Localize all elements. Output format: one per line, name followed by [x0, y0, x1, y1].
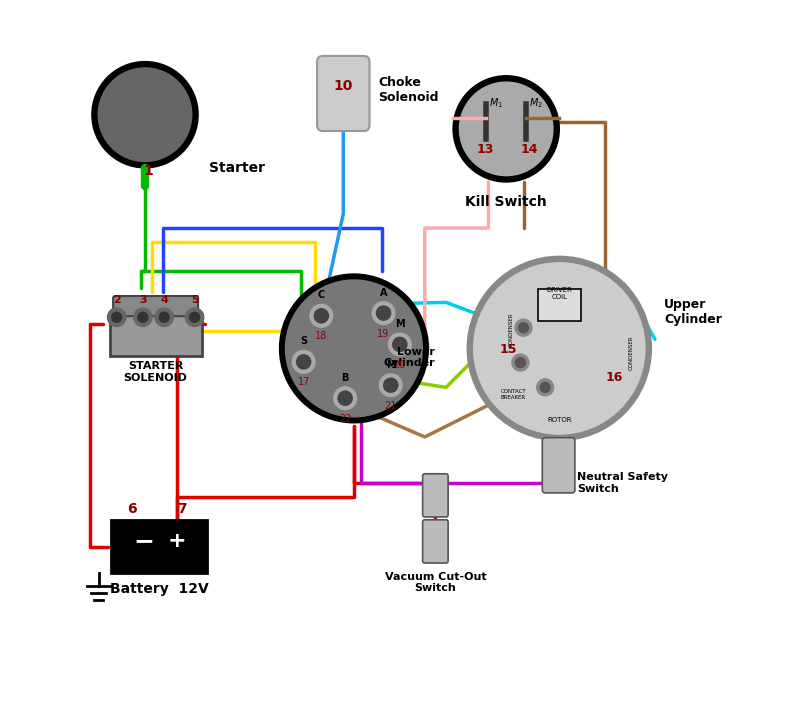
- Text: Vacuum Cut-Out
Switch: Vacuum Cut-Out Switch: [385, 572, 486, 593]
- FancyBboxPatch shape: [113, 296, 198, 316]
- Text: 10: 10: [333, 80, 353, 93]
- Circle shape: [377, 306, 391, 320]
- Circle shape: [467, 257, 651, 441]
- Circle shape: [296, 355, 311, 369]
- Text: CONDENSER: CONDENSER: [629, 336, 633, 370]
- Circle shape: [310, 304, 332, 327]
- Text: 20: 20: [394, 360, 406, 370]
- Text: $M_2$: $M_2$: [529, 96, 543, 109]
- Text: $M_1$: $M_1$: [489, 96, 504, 109]
- Circle shape: [393, 337, 407, 351]
- Circle shape: [190, 312, 199, 322]
- Text: 6: 6: [128, 502, 137, 516]
- Text: Choke
Solenoid: Choke Solenoid: [378, 76, 438, 104]
- Circle shape: [459, 82, 553, 176]
- Text: Kill Switch: Kill Switch: [466, 195, 547, 209]
- Circle shape: [138, 312, 148, 322]
- Text: 15: 15: [500, 343, 517, 356]
- Circle shape: [518, 323, 529, 333]
- Text: 4: 4: [160, 295, 168, 305]
- Text: 14: 14: [521, 143, 538, 156]
- Circle shape: [383, 378, 398, 392]
- Circle shape: [186, 308, 204, 326]
- Text: CONDENSER: CONDENSER: [509, 313, 514, 347]
- FancyBboxPatch shape: [111, 520, 207, 573]
- Circle shape: [111, 312, 122, 322]
- Text: 3: 3: [139, 295, 147, 305]
- Circle shape: [292, 351, 315, 373]
- Circle shape: [515, 319, 532, 336]
- Circle shape: [155, 308, 174, 326]
- Circle shape: [98, 68, 192, 161]
- Circle shape: [338, 391, 352, 405]
- Circle shape: [279, 274, 429, 423]
- Text: M: M: [395, 319, 404, 328]
- Circle shape: [540, 383, 550, 392]
- Text: Neutral Safety
Switch: Neutral Safety Switch: [577, 472, 668, 493]
- Circle shape: [474, 263, 645, 434]
- Text: ROTOR: ROTOR: [547, 417, 571, 423]
- Text: B: B: [341, 373, 349, 383]
- Circle shape: [379, 374, 402, 397]
- Text: S: S: [300, 336, 307, 346]
- Circle shape: [334, 387, 357, 410]
- Circle shape: [388, 333, 412, 356]
- Text: 13: 13: [476, 143, 494, 156]
- Circle shape: [159, 312, 169, 322]
- Text: 16: 16: [606, 370, 623, 384]
- Text: CONTACT
BREAKER: CONTACT BREAKER: [500, 389, 526, 400]
- Polygon shape: [106, 75, 184, 154]
- Text: 5: 5: [190, 295, 199, 305]
- Text: Starter: Starter: [209, 161, 265, 175]
- Text: 18: 18: [316, 331, 328, 341]
- Text: 7: 7: [177, 502, 186, 516]
- Text: Upper
Cylinder: Upper Cylinder: [664, 298, 722, 326]
- Text: 19: 19: [378, 328, 390, 338]
- Text: STARTER
SOLENOID: STARTER SOLENOID: [123, 361, 187, 383]
- Text: M: M: [386, 360, 395, 370]
- Text: DRIVER
COIL: DRIVER COIL: [546, 287, 572, 299]
- FancyBboxPatch shape: [538, 289, 580, 321]
- Text: −: −: [133, 529, 154, 553]
- FancyBboxPatch shape: [317, 56, 370, 131]
- Text: 1: 1: [144, 164, 153, 178]
- Circle shape: [134, 308, 152, 326]
- Text: 22: 22: [339, 414, 351, 424]
- Text: 21: 21: [385, 401, 397, 411]
- Text: 2: 2: [113, 295, 120, 305]
- Circle shape: [512, 354, 529, 371]
- FancyBboxPatch shape: [423, 474, 448, 517]
- Text: 17: 17: [298, 378, 310, 387]
- Text: Lower
Cylinder: Lower Cylinder: [384, 347, 435, 368]
- FancyBboxPatch shape: [110, 314, 202, 356]
- Circle shape: [107, 308, 126, 326]
- Circle shape: [537, 379, 554, 396]
- Circle shape: [314, 309, 328, 323]
- FancyBboxPatch shape: [423, 520, 448, 563]
- Circle shape: [92, 62, 198, 168]
- FancyBboxPatch shape: [542, 438, 575, 493]
- Circle shape: [286, 280, 422, 417]
- Circle shape: [131, 100, 160, 129]
- Circle shape: [516, 358, 525, 368]
- Text: +: +: [168, 531, 186, 551]
- Circle shape: [372, 301, 395, 324]
- Circle shape: [453, 76, 559, 182]
- Text: C: C: [318, 290, 325, 300]
- Text: Battery  12V: Battery 12V: [110, 582, 208, 596]
- Text: A: A: [380, 287, 387, 297]
